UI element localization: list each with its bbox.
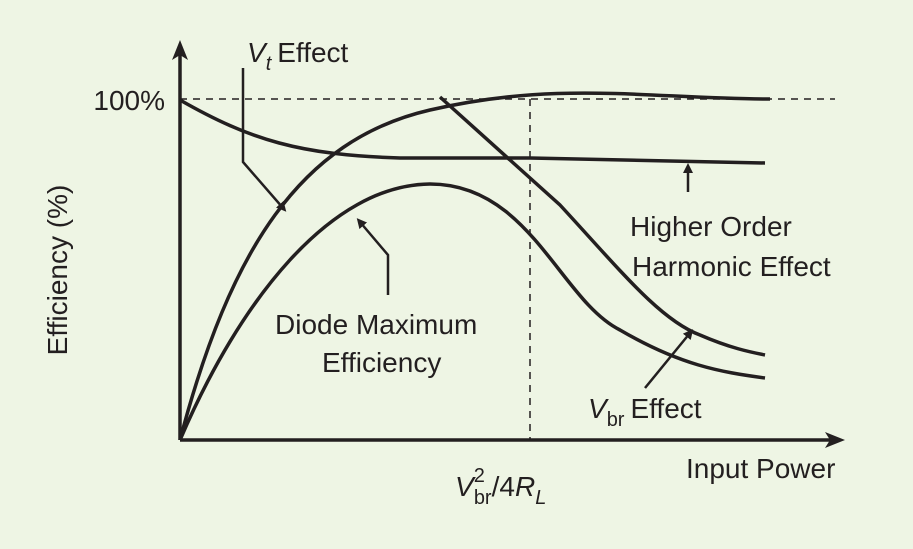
x-mark-sub2: L	[535, 487, 546, 509]
vbr-label: Vbr Effect	[588, 393, 702, 431]
harmonic-curve	[179, 98, 766, 165]
vt-symbol: V	[247, 37, 268, 68]
vbr-text: Effect	[630, 393, 701, 424]
x-label: Input Power	[686, 453, 835, 484]
x-mark: V2 br/4RL	[455, 465, 546, 509]
x-mark-rest: /4	[492, 471, 515, 502]
diode-curve	[178, 182, 766, 441]
x-mark-sup: 2	[474, 465, 485, 487]
vbr-curve	[438, 95, 766, 357]
y-label: Efficiency (%)	[42, 185, 73, 356]
vt-arrow	[241, 68, 287, 212]
vbr-symbol: V	[588, 393, 609, 424]
vt-sub: t	[266, 53, 273, 75]
vt-text: Effect	[277, 37, 348, 68]
vt-label: Vt Effect	[247, 37, 349, 75]
vbr-sub: br	[607, 409, 625, 431]
diode-label: Efficiency	[322, 347, 441, 378]
y-mark: 100%	[93, 85, 165, 116]
harmonic-label: Higher Order	[630, 211, 792, 242]
x-mark-symbol2: R	[515, 471, 535, 502]
x-mark-symbol: V	[455, 471, 476, 502]
vbr-arrow	[644, 329, 694, 389]
x-mark-sub: br	[474, 487, 492, 509]
vt-curve	[178, 91, 771, 441]
diode-arrow	[356, 218, 390, 295]
harmonic-label: Harmonic Effect	[632, 251, 831, 282]
diode-label: Diode Maximum	[275, 309, 477, 340]
